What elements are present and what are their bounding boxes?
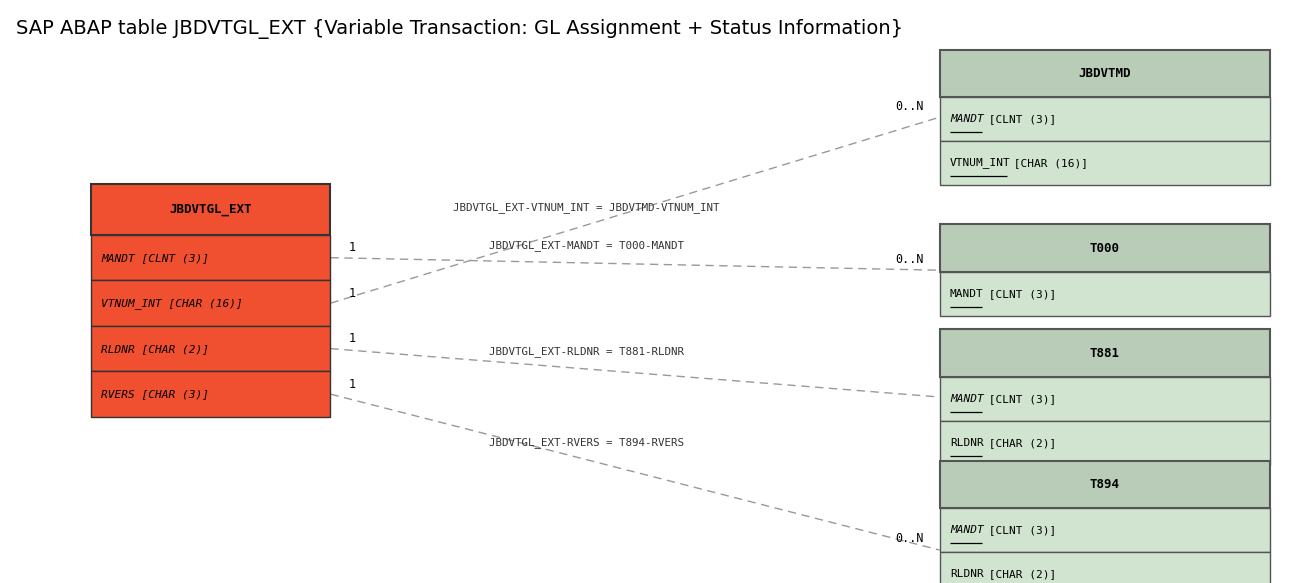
- FancyBboxPatch shape: [91, 280, 330, 326]
- FancyBboxPatch shape: [940, 552, 1270, 583]
- FancyBboxPatch shape: [940, 97, 1270, 141]
- FancyBboxPatch shape: [940, 50, 1270, 97]
- Text: VTNUM_INT [CHAR (16)]: VTNUM_INT [CHAR (16)]: [101, 298, 242, 308]
- Text: JBDVTGL_EXT-RLDNR = T881-RLDNR: JBDVTGL_EXT-RLDNR = T881-RLDNR: [489, 346, 684, 357]
- Text: 1: 1: [349, 287, 355, 300]
- FancyBboxPatch shape: [940, 329, 1270, 377]
- Text: JBDVTMD: JBDVTMD: [1078, 67, 1131, 80]
- Text: SAP ABAP table JBDVTGL_EXT {Variable Transaction: GL Assignment + Status Informa: SAP ABAP table JBDVTGL_EXT {Variable Tra…: [16, 19, 903, 38]
- Text: T881: T881: [1090, 347, 1120, 360]
- FancyBboxPatch shape: [91, 184, 330, 235]
- FancyBboxPatch shape: [940, 508, 1270, 552]
- Text: VTNUM_INT: VTNUM_INT: [950, 157, 1011, 168]
- Text: T894: T894: [1090, 478, 1120, 491]
- Text: [CHAR (2)]: [CHAR (2)]: [981, 569, 1056, 579]
- Text: 1: 1: [349, 241, 355, 254]
- Text: JBDVTGL_EXT-MANDT = T000-MANDT: JBDVTGL_EXT-MANDT = T000-MANDT: [489, 240, 684, 251]
- Text: [CLNT (3)]: [CLNT (3)]: [981, 394, 1056, 404]
- Text: [CLNT (3)]: [CLNT (3)]: [981, 525, 1056, 535]
- Text: RLDNR: RLDNR: [950, 569, 984, 579]
- Text: 0..N: 0..N: [896, 532, 924, 546]
- Text: 1: 1: [349, 332, 355, 345]
- Text: 0..N: 0..N: [896, 100, 924, 113]
- Text: 1: 1: [349, 378, 355, 391]
- Text: JBDVTGL_EXT-VTNUM_INT = JBDVTMD-VTNUM_INT: JBDVTGL_EXT-VTNUM_INT = JBDVTMD-VTNUM_IN…: [454, 202, 719, 213]
- Text: [CLNT (3)]: [CLNT (3)]: [981, 114, 1056, 124]
- FancyBboxPatch shape: [91, 235, 330, 280]
- Text: MANDT: MANDT: [950, 525, 984, 535]
- Text: RVERS [CHAR (3)]: RVERS [CHAR (3)]: [101, 389, 209, 399]
- Text: [CHAR (16)]: [CHAR (16)]: [1007, 158, 1089, 168]
- Text: [CLNT (3)]: [CLNT (3)]: [981, 289, 1056, 299]
- Text: RLDNR [CHAR (2)]: RLDNR [CHAR (2)]: [101, 343, 209, 354]
- Text: MANDT: MANDT: [950, 289, 984, 299]
- Text: JBDVTGL_EXT-RVERS = T894-RVERS: JBDVTGL_EXT-RVERS = T894-RVERS: [489, 437, 684, 448]
- Text: RLDNR: RLDNR: [950, 438, 984, 448]
- Text: MANDT: MANDT: [950, 114, 984, 124]
- Text: 0..N: 0..N: [896, 252, 924, 266]
- Text: MANDT [CLNT (3)]: MANDT [CLNT (3)]: [101, 252, 209, 263]
- FancyBboxPatch shape: [91, 371, 330, 417]
- Text: JBDVTGL_EXT: JBDVTGL_EXT: [170, 203, 251, 216]
- FancyBboxPatch shape: [940, 224, 1270, 272]
- FancyBboxPatch shape: [940, 141, 1270, 185]
- Text: T000: T000: [1090, 242, 1120, 255]
- Text: [CHAR (2)]: [CHAR (2)]: [981, 438, 1056, 448]
- FancyBboxPatch shape: [91, 326, 330, 371]
- Text: MANDT: MANDT: [950, 394, 984, 404]
- FancyBboxPatch shape: [940, 377, 1270, 421]
- FancyBboxPatch shape: [940, 421, 1270, 465]
- FancyBboxPatch shape: [940, 461, 1270, 508]
- FancyBboxPatch shape: [940, 272, 1270, 316]
